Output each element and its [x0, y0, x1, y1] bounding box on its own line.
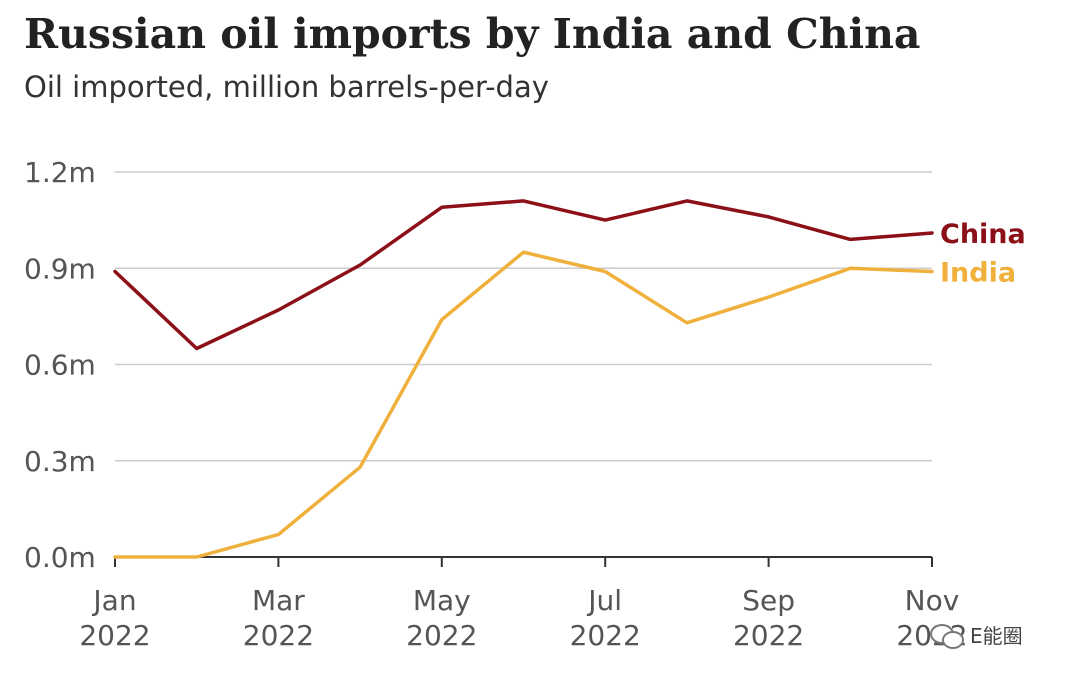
y-tick-label: 0.9m — [24, 252, 96, 285]
chart-subtitle: Oil imported, million barrels-per-day — [24, 70, 549, 104]
x-tick-label-month: May — [413, 584, 471, 617]
watermark-text: E能圈 — [970, 624, 1023, 648]
data-point-india — [440, 318, 443, 321]
data-point-india — [277, 533, 280, 536]
data-point-india — [767, 296, 770, 299]
chart-title: Russian oil imports by India and China — [24, 10, 921, 58]
x-axis: Jan2022Mar2022May2022Jul2022Sep2022Nov20… — [79, 557, 968, 652]
x-tick-label-month: Mar — [252, 584, 305, 617]
data-point-china — [931, 231, 934, 234]
data-point-india — [685, 321, 688, 324]
y-tick-label: 0.0m — [24, 541, 96, 574]
series-label-china: China — [940, 219, 1026, 250]
gridlines — [115, 171, 932, 558]
data-point-china — [277, 308, 280, 311]
x-tick-label-year: 2022 — [79, 619, 150, 652]
data-point-india — [522, 251, 525, 254]
x-tick-label-month: Jul — [586, 584, 622, 617]
data-point-india — [114, 556, 117, 559]
x-tick-label-month: Nov — [905, 584, 960, 617]
data-point-china — [685, 199, 688, 202]
data-point-india — [931, 270, 934, 273]
data-point-china — [440, 206, 443, 209]
watermark: E能圈 — [930, 620, 1023, 649]
x-tick-label-year: 2022 — [570, 619, 641, 652]
data-point-china — [604, 219, 607, 222]
data-point-china — [195, 347, 198, 350]
y-tick-label: 0.3m — [24, 445, 96, 478]
data-point-india — [849, 267, 852, 270]
wechat-icon — [930, 622, 964, 649]
data-point-india — [604, 270, 607, 273]
series-lines — [113, 199, 934, 559]
y-tick-label: 1.2m — [24, 156, 96, 189]
data-point-china — [849, 238, 852, 241]
series-line-india — [113, 250, 934, 559]
y-tick-label: 0.6m — [24, 349, 96, 382]
series-labels: China India — [940, 219, 1026, 289]
x-tick-label-month: Jan — [91, 584, 136, 617]
data-point-china — [359, 264, 362, 267]
x-tick-label-month: Sep — [742, 584, 795, 617]
series-label-india: India — [940, 257, 1016, 288]
data-point-china — [522, 199, 525, 202]
x-tick-label-year: 2022 — [406, 619, 477, 652]
series-line-china — [113, 199, 934, 351]
x-tick-label-year: 2022 — [243, 619, 314, 652]
x-tick-label-year: 2022 — [733, 619, 804, 652]
data-point-india — [359, 466, 362, 469]
data-point-china — [114, 270, 117, 273]
data-point-china — [767, 215, 770, 218]
data-point-india — [195, 556, 198, 559]
y-axis: 0.0m 0.3m 0.6m 0.9m 1.2m — [24, 156, 96, 574]
